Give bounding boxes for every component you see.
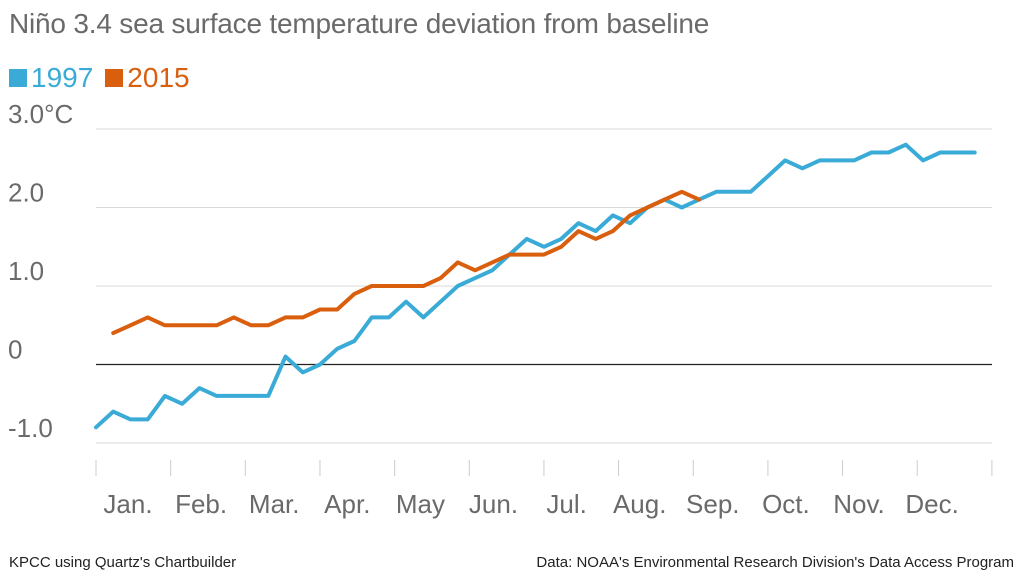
x-month-label: Aug.	[613, 489, 667, 519]
x-month-label: Oct.	[762, 489, 810, 519]
chart-legend: 1997 2015	[9, 60, 202, 96]
y-tick-label: 0	[8, 335, 22, 365]
x-month-label: May	[396, 489, 445, 519]
x-month-label: Jul.	[546, 489, 586, 519]
y-tick-label: 3.0°C	[8, 99, 73, 129]
legend-label-1997: 1997	[31, 62, 94, 93]
x-month-label: Jan.	[103, 489, 152, 519]
y-tick-label: 1.0	[8, 256, 44, 286]
series-line-1997	[94, 142, 977, 430]
x-month-label: Sep.	[686, 489, 740, 519]
x-month-label: Apr.	[324, 489, 370, 519]
x-month-label: Dec.	[905, 489, 958, 519]
legend-swatch-2015	[105, 69, 124, 87]
legend-item-2015: 2015	[105, 62, 190, 94]
x-month-label: Nov.	[833, 489, 885, 519]
legend-swatch-1997	[9, 69, 27, 87]
data-source: Data: NOAA's Environmental Research Divi…	[536, 554, 1014, 571]
chart-credit: KPCC using Quartz's Chartbuilder	[9, 554, 237, 571]
series-line-2015	[111, 189, 702, 336]
x-month-label: Jun.	[469, 489, 518, 519]
legend-label-2015: 2015	[127, 62, 190, 93]
legend-item-1997: 1997	[9, 62, 93, 94]
x-month-label: Mar.	[249, 489, 300, 519]
y-tick-label: -1.0	[8, 413, 53, 443]
chart-title: Niño 3.4 sea surface temperature deviati…	[9, 8, 710, 39]
y-tick-label: 2.0	[8, 178, 44, 208]
x-month-label: Feb.	[175, 489, 227, 519]
